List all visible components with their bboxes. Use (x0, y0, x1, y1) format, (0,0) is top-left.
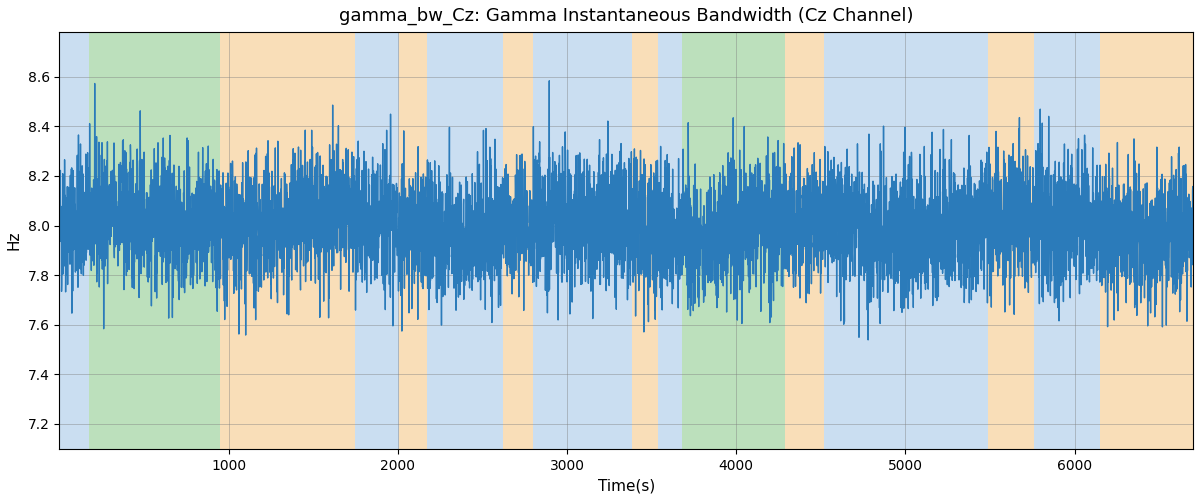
Y-axis label: Hz: Hz (7, 230, 22, 250)
Title: gamma_bw_Cz: Gamma Instantaneous Bandwidth (Cz Channel): gamma_bw_Cz: Gamma Instantaneous Bandwid… (338, 7, 913, 25)
Bar (503, 32, 533, 449)
Bar (59, 32, 89, 449)
Bar (1100, 32, 1193, 449)
Bar (355, 32, 400, 449)
Bar (400, 32, 427, 449)
Bar (989, 32, 1034, 449)
Bar (632, 32, 659, 449)
Bar (533, 32, 632, 449)
Bar (89, 32, 220, 449)
X-axis label: Time(s): Time(s) (598, 478, 655, 493)
Bar (785, 32, 824, 449)
Bar (220, 32, 355, 449)
Bar (682, 32, 785, 449)
Bar (824, 32, 989, 449)
Bar (427, 32, 503, 449)
Bar (1034, 32, 1100, 449)
Bar (659, 32, 682, 449)
